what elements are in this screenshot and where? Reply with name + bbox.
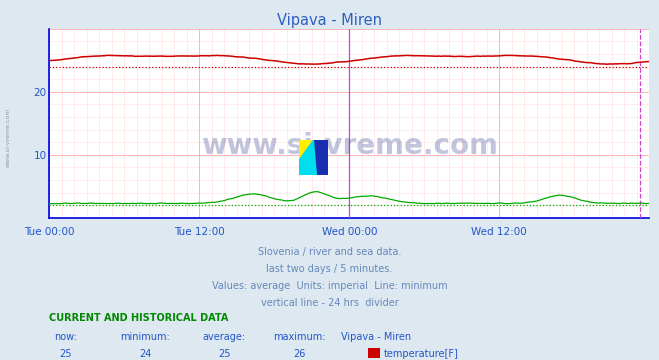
Text: Wed 00:00: Wed 00:00 xyxy=(322,227,377,237)
Text: vertical line - 24 hrs  divider: vertical line - 24 hrs divider xyxy=(260,298,399,309)
Text: Vipava - Miren: Vipava - Miren xyxy=(341,332,411,342)
Text: Tue 12:00: Tue 12:00 xyxy=(174,227,225,237)
Text: temperature[F]: temperature[F] xyxy=(384,349,459,359)
Text: maximum:: maximum: xyxy=(273,332,326,342)
Text: Values: average  Units: imperial  Line: minimum: Values: average Units: imperial Line: mi… xyxy=(212,281,447,291)
Text: 26: 26 xyxy=(294,349,306,359)
Text: 24: 24 xyxy=(139,349,151,359)
Text: average:: average: xyxy=(202,332,246,342)
Polygon shape xyxy=(299,140,316,175)
Text: last two days / 5 minutes.: last two days / 5 minutes. xyxy=(266,264,393,274)
Polygon shape xyxy=(299,140,314,161)
Text: Vipava - Miren: Vipava - Miren xyxy=(277,13,382,28)
Text: Tue 00:00: Tue 00:00 xyxy=(24,227,74,237)
Text: 25: 25 xyxy=(218,349,230,359)
Text: www.si-vreme.com: www.si-vreme.com xyxy=(5,107,11,167)
Text: minimum:: minimum: xyxy=(120,332,170,342)
Text: Slovenia / river and sea data.: Slovenia / river and sea data. xyxy=(258,247,401,257)
Text: 25: 25 xyxy=(60,349,72,359)
Text: CURRENT AND HISTORICAL DATA: CURRENT AND HISTORICAL DATA xyxy=(49,313,229,323)
Text: www.si-vreme.com: www.si-vreme.com xyxy=(201,132,498,160)
Text: now:: now: xyxy=(55,332,77,342)
Text: Wed 12:00: Wed 12:00 xyxy=(471,227,527,237)
